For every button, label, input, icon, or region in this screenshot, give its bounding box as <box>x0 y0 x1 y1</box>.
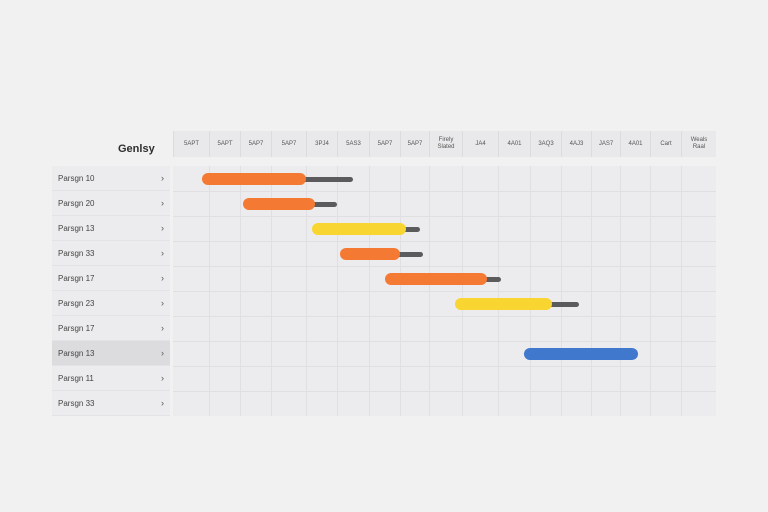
chevron-right-icon[interactable]: › <box>161 173 164 183</box>
task-remaining-bar[interactable] <box>309 201 337 207</box>
task-row[interactable]: Parsgn 13 › <box>52 216 170 241</box>
task-label: Parsgn 11 <box>58 373 94 383</box>
grid-row-line <box>173 216 716 217</box>
chevron-right-icon[interactable]: › <box>161 323 164 333</box>
task-remaining-bar[interactable] <box>394 251 424 257</box>
task-label: Parsgn 17 <box>58 273 95 283</box>
task-remaining-bar[interactable] <box>481 276 502 282</box>
page-title: Genlsy <box>118 143 155 155</box>
chevron-right-icon[interactable]: › <box>161 373 164 383</box>
chevron-right-icon[interactable]: › <box>161 298 164 308</box>
task-label: Parsgn 13 <box>58 223 95 233</box>
timeline-column-header: 5AP7 <box>240 131 271 157</box>
timeline-column-header: 4A01 <box>620 131 650 157</box>
task-list: Parsgn 10 › Parsgn 20 › Parsgn 13 › Parsgn 33 ›… <box>52 166 170 416</box>
task-row[interactable]: Parsgn 11 › <box>52 366 170 391</box>
task-label: Parsgn 10 <box>58 173 95 183</box>
timeline-column-header: JAS7 <box>591 131 620 157</box>
timeline-column-header: 5AP7 <box>271 131 306 157</box>
timeline-column-header: JA4 <box>462 131 498 157</box>
timeline-column-header: 5APT <box>209 131 240 157</box>
timeline-column-header: 5AP7 <box>400 131 429 157</box>
timeline-column-header: 5AP7 <box>369 131 400 157</box>
timeline-header: 5APT 5APT 5AP7 5AP7 3PJ4 5AS3 5AP7 5AP7 Firely S… <box>173 131 716 157</box>
task-bar[interactable] <box>523 348 638 360</box>
task-row[interactable]: Parsgn 17 › <box>52 316 170 341</box>
task-row[interactable]: Parsgn 17 › <box>52 266 170 291</box>
grid-row-line <box>173 291 716 292</box>
chevron-right-icon[interactable]: › <box>161 273 164 283</box>
task-label: Parsgn 20 <box>58 198 95 208</box>
grid-row-line <box>173 341 716 342</box>
chevron-right-icon[interactable]: › <box>161 198 164 208</box>
task-bar[interactable] <box>243 198 316 210</box>
task-row[interactable]: Parsgn 33 › <box>52 391 170 416</box>
timeline-column-header: 3AQ3 <box>530 131 561 157</box>
task-row[interactable]: Parsgn 13 › <box>52 341 170 366</box>
chevron-right-icon[interactable]: › <box>161 398 164 408</box>
grid-row-line <box>173 391 716 392</box>
task-row[interactable]: Parsgn 33 › <box>52 241 170 266</box>
timeline-column-header: 5APT <box>173 131 209 157</box>
chevron-right-icon[interactable]: › <box>161 248 164 258</box>
grid-row-line <box>173 241 716 242</box>
timeline-column-header: Cart <box>650 131 681 157</box>
timeline-column-header: Weals Raal <box>681 131 716 157</box>
task-remaining-bar[interactable] <box>545 301 579 307</box>
timeline-column-header: 4AJ3 <box>561 131 591 157</box>
chevron-right-icon[interactable]: › <box>161 348 164 358</box>
task-row[interactable]: Parsgn 23 › <box>52 291 170 316</box>
timeline-column-header: 3PJ4 <box>306 131 337 157</box>
timeline-column-header: 5AS3 <box>337 131 369 157</box>
task-bar[interactable] <box>340 248 400 260</box>
task-remaining-bar[interactable] <box>300 176 353 182</box>
task-remaining-bar[interactable] <box>399 226 421 232</box>
task-row[interactable]: Parsgn 20 › <box>52 191 170 216</box>
task-label: Parsgn 33 <box>58 248 95 258</box>
grid-row-line <box>173 366 716 367</box>
grid-row-line <box>173 191 716 192</box>
gantt-grid <box>173 166 716 416</box>
task-bar[interactable] <box>455 298 552 310</box>
grid-row-line <box>173 316 716 317</box>
task-bar[interactable] <box>384 273 488 285</box>
grid-row-line <box>173 266 716 267</box>
timeline-column-header: Firely Slated <box>429 131 462 157</box>
chevron-right-icon[interactable]: › <box>161 223 164 233</box>
task-label: Parsgn 17 <box>58 323 95 333</box>
task-bar[interactable] <box>312 223 406 235</box>
task-label: Parsgn 33 <box>58 398 95 408</box>
task-label: Parsgn 13 <box>58 348 95 358</box>
task-label: Parsgn 23 <box>58 298 95 308</box>
task-bar[interactable] <box>201 173 306 185</box>
timeline-column-header: 4A01 <box>498 131 530 157</box>
task-row[interactable]: Parsgn 10 › <box>52 166 170 191</box>
